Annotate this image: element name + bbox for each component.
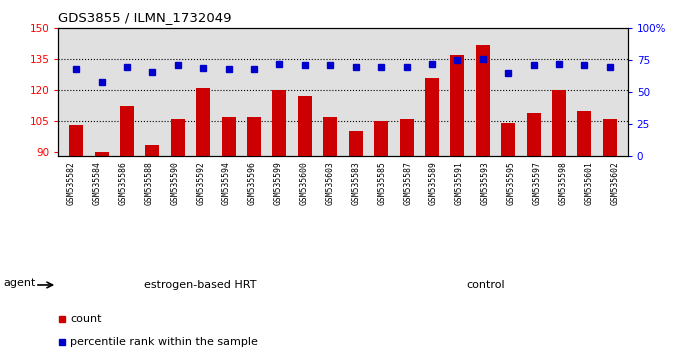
Text: control: control — [466, 280, 506, 290]
Text: GSM535594: GSM535594 — [222, 161, 231, 205]
Bar — [120, 107, 134, 337]
Text: GSM535582: GSM535582 — [67, 161, 75, 205]
Text: GSM535591: GSM535591 — [455, 161, 464, 205]
Bar — [196, 88, 210, 337]
Text: GSM535593: GSM535593 — [481, 161, 490, 205]
Text: percentile rank within the sample: percentile rank within the sample — [70, 337, 258, 348]
Text: GSM535595: GSM535595 — [507, 161, 516, 205]
Bar — [578, 110, 591, 337]
Bar — [171, 119, 185, 337]
Text: GSM535585: GSM535585 — [377, 161, 386, 205]
Text: GSM535584: GSM535584 — [93, 161, 102, 205]
Text: GSM535600: GSM535600 — [300, 161, 309, 205]
Text: count: count — [70, 314, 102, 325]
Text: GSM535598: GSM535598 — [558, 161, 567, 205]
Bar — [399, 119, 414, 337]
Bar — [298, 96, 312, 337]
Text: GSM535589: GSM535589 — [429, 161, 438, 205]
Text: agent: agent — [3, 278, 36, 288]
Text: GSM535603: GSM535603 — [326, 161, 335, 205]
Bar — [348, 131, 363, 337]
Bar — [603, 119, 617, 337]
Bar — [222, 117, 235, 337]
Bar — [323, 117, 338, 337]
Bar — [451, 55, 464, 337]
Bar — [501, 123, 515, 337]
Text: estrogen-based HRT: estrogen-based HRT — [144, 280, 256, 290]
Text: GSM535601: GSM535601 — [584, 161, 593, 205]
Text: GSM535588: GSM535588 — [144, 161, 154, 205]
Text: GSM535587: GSM535587 — [403, 161, 412, 205]
Bar — [374, 121, 388, 337]
Text: GSM535586: GSM535586 — [119, 161, 128, 205]
Text: GSM535590: GSM535590 — [170, 161, 179, 205]
Text: GDS3855 / ILMN_1732049: GDS3855 / ILMN_1732049 — [58, 11, 232, 24]
Bar — [145, 145, 159, 337]
Text: GSM535602: GSM535602 — [611, 161, 619, 205]
Bar — [476, 45, 490, 337]
Bar — [552, 90, 566, 337]
Bar — [95, 152, 108, 337]
Text: GSM535599: GSM535599 — [274, 161, 283, 205]
Bar — [69, 125, 83, 337]
Bar — [527, 113, 541, 337]
Text: GSM535597: GSM535597 — [532, 161, 542, 205]
Bar — [272, 90, 287, 337]
Bar — [247, 117, 261, 337]
Text: GSM535596: GSM535596 — [248, 161, 257, 205]
Text: GSM535592: GSM535592 — [196, 161, 205, 205]
Text: GSM535583: GSM535583 — [351, 161, 360, 205]
Bar — [425, 78, 439, 337]
